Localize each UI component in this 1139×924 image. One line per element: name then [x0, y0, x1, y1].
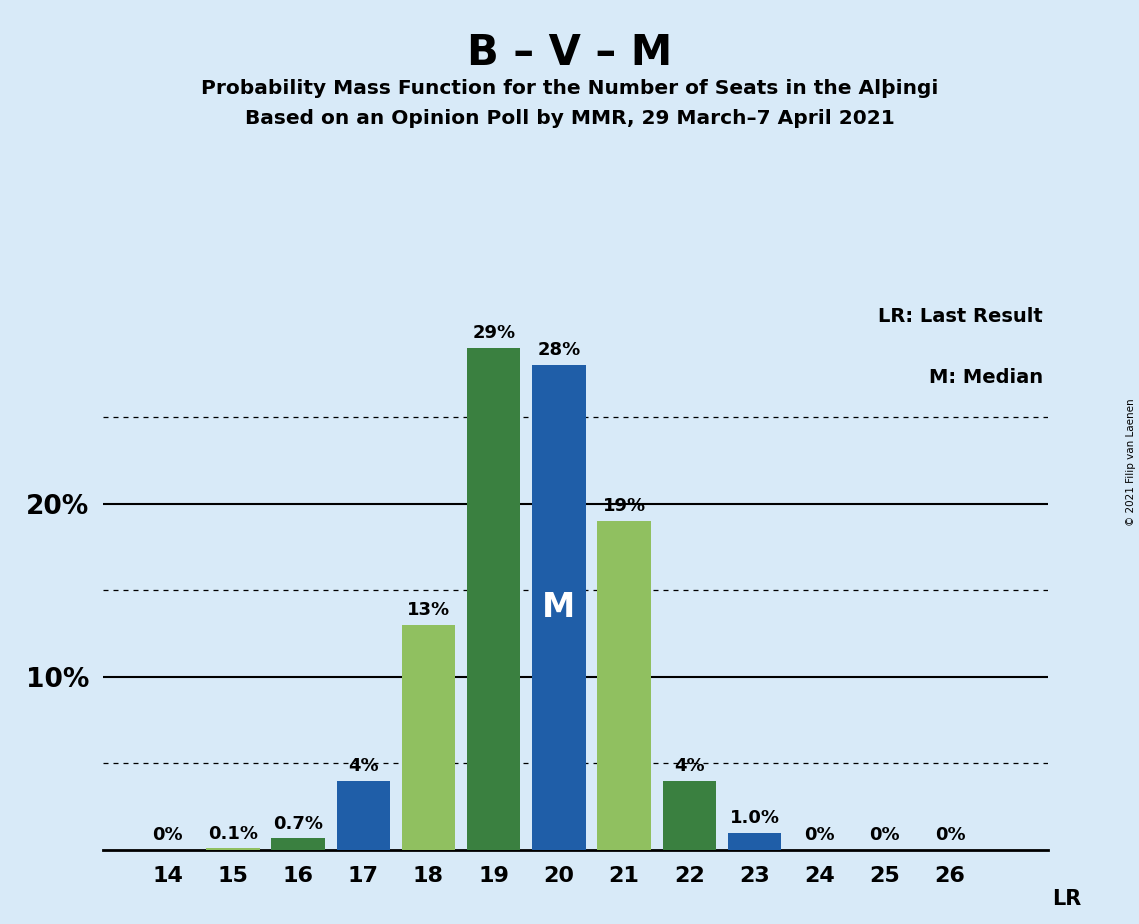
Text: 13%: 13%: [407, 601, 450, 619]
Text: 0.1%: 0.1%: [208, 825, 257, 843]
Bar: [728, 833, 781, 850]
Text: 0.7%: 0.7%: [273, 815, 323, 833]
Text: 0%: 0%: [869, 826, 900, 844]
Text: 0%: 0%: [153, 826, 183, 844]
Text: B – V – M: B – V – M: [467, 32, 672, 74]
Bar: [206, 848, 260, 850]
Text: 4%: 4%: [674, 757, 705, 774]
Bar: [532, 365, 585, 850]
Text: 4%: 4%: [349, 757, 378, 774]
Text: M: M: [542, 591, 575, 624]
Text: 29%: 29%: [473, 323, 515, 342]
Text: M: Median: M: Median: [929, 368, 1043, 387]
Bar: [271, 838, 325, 850]
Bar: [467, 347, 521, 850]
Bar: [597, 521, 650, 850]
Text: 19%: 19%: [603, 497, 646, 515]
Bar: [402, 625, 456, 850]
Text: LR: Last Result: LR: Last Result: [878, 307, 1043, 326]
Text: 1.0%: 1.0%: [729, 808, 779, 827]
Text: Based on an Opinion Poll by MMR, 29 March–7 April 2021: Based on an Opinion Poll by MMR, 29 Marc…: [245, 109, 894, 128]
Bar: [663, 781, 716, 850]
Bar: [336, 781, 390, 850]
Text: LR: LR: [1052, 889, 1082, 909]
Text: 28%: 28%: [538, 341, 581, 359]
Text: © 2021 Filip van Laenen: © 2021 Filip van Laenen: [1126, 398, 1136, 526]
Text: Probability Mass Function for the Number of Seats in the Alþingi: Probability Mass Function for the Number…: [200, 79, 939, 98]
Text: 0%: 0%: [804, 826, 835, 844]
Text: 0%: 0%: [935, 826, 966, 844]
